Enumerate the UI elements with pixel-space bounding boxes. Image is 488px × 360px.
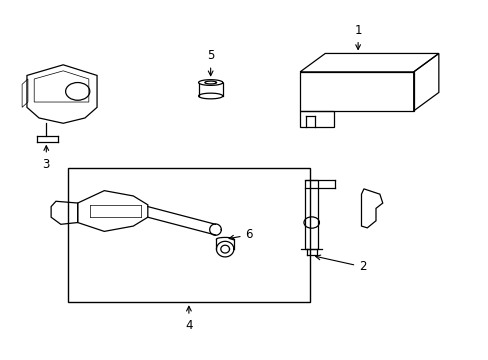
Text: 2: 2 bbox=[315, 255, 366, 273]
Bar bbox=[300, 111, 333, 127]
Text: 6: 6 bbox=[229, 229, 253, 242]
Bar bbox=[300, 72, 413, 111]
Bar bbox=[305, 180, 318, 249]
Text: 5: 5 bbox=[206, 49, 214, 76]
Text: 1: 1 bbox=[354, 24, 361, 49]
Text: 4: 4 bbox=[185, 306, 192, 332]
Bar bbox=[68, 168, 309, 302]
Text: 3: 3 bbox=[42, 146, 50, 171]
